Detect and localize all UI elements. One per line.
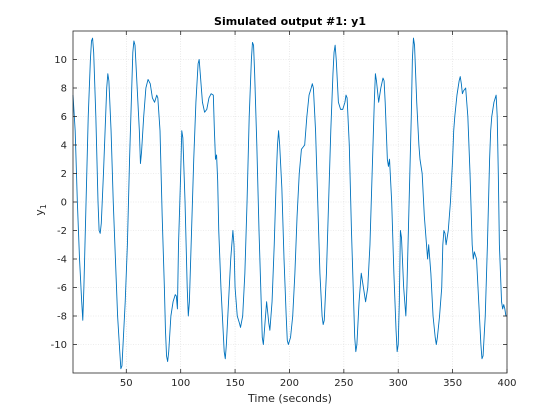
y-tick-label: -10 [51, 340, 67, 351]
x-axis-ticks: 50 100 150 200 250 300 350 400 [120, 31, 517, 389]
y-tick-label: 10 [54, 55, 67, 66]
series-line [72, 37, 507, 370]
x-tick-label: 250 [334, 378, 353, 389]
grid-lines [73, 31, 508, 373]
x-tick-label: 200 [280, 378, 299, 389]
y-tick-label: -2 [57, 226, 67, 237]
x-axis-label: Time (seconds) [247, 392, 332, 405]
y-tick-label: -4 [57, 255, 67, 266]
y-axis-label-main: y [33, 209, 46, 216]
x-tick-label: 300 [389, 378, 408, 389]
x-tick-label: 150 [226, 378, 245, 389]
y-tick-label: 6 [61, 112, 67, 123]
x-tick-label: 350 [443, 378, 462, 389]
x-tick-label: 50 [120, 378, 133, 389]
y-tick-label: 8 [61, 84, 67, 95]
chart-title: Simulated output #1: y1 [214, 15, 366, 28]
y-tick-label: 0 [61, 198, 67, 209]
y-tick-label: 2 [61, 169, 67, 180]
y-axis-ticks: -10 -8 -6 -4 -2 0 2 4 6 8 10 [51, 55, 507, 351]
y-axis-label-subscript: 1 [39, 204, 48, 209]
y-tick-label: -6 [57, 283, 67, 294]
y-axis-label-group: y1 [33, 204, 48, 216]
y-axis-label: y1 [33, 204, 48, 216]
y-tick-label: 4 [61, 141, 67, 152]
plot-area [73, 31, 507, 373]
x-tick-label: 100 [171, 378, 190, 389]
series-lines [72, 37, 507, 370]
y-tick-label: -8 [57, 312, 67, 323]
x-tick-label: 400 [497, 378, 516, 389]
